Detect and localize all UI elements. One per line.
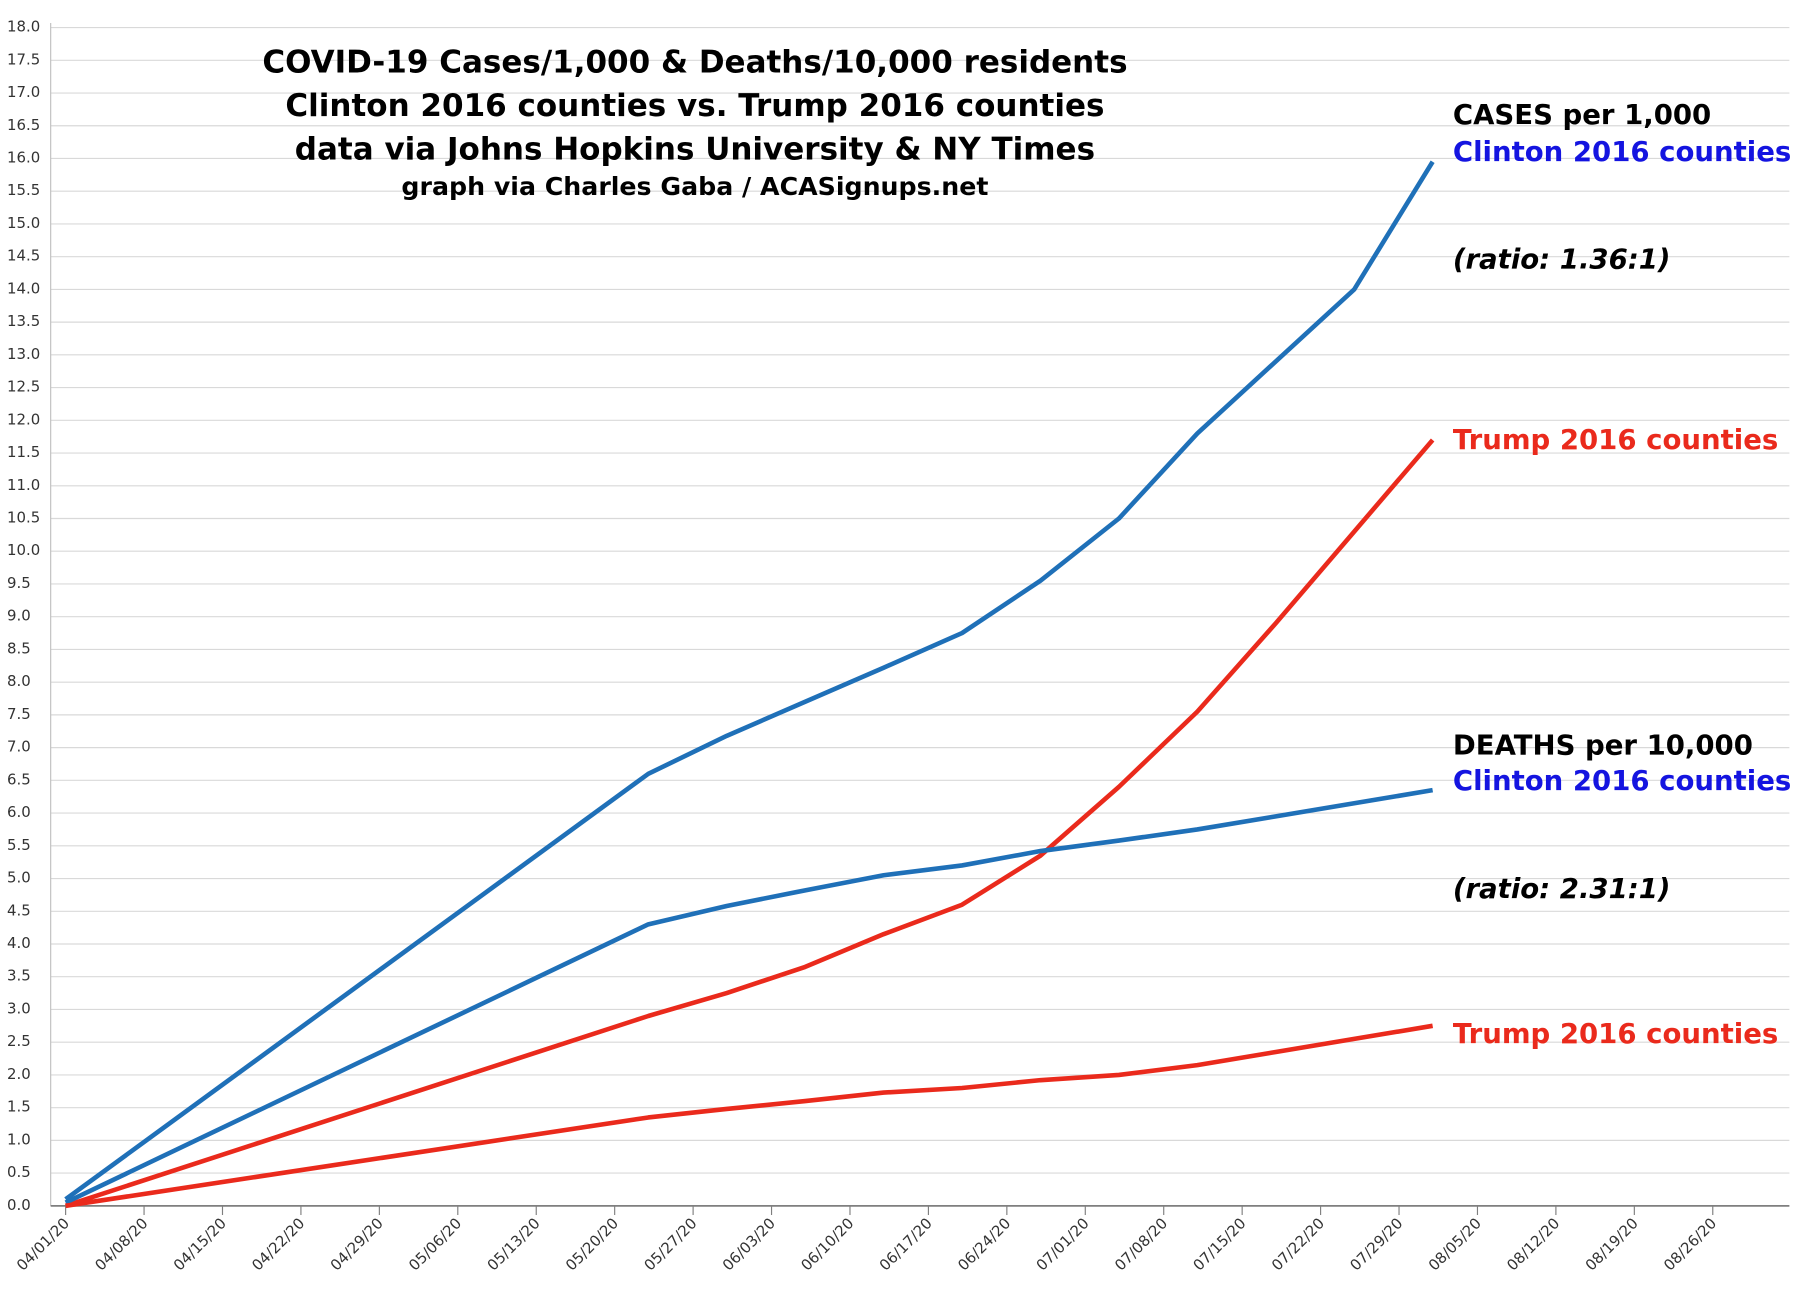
y-tick-label: 5.5: [7, 836, 31, 854]
y-tick-label: 8.0: [7, 672, 31, 690]
y-tick-label: 7.0: [7, 738, 31, 756]
y-tick-label: 6.0: [7, 803, 31, 821]
series-label: Clinton 2016 counties: [1453, 765, 1791, 797]
y-tick-label: 16.5: [7, 116, 40, 134]
x-tick-label: 08/05/20: [1425, 1214, 1485, 1274]
x-tick-label: 04/29/20: [327, 1214, 387, 1274]
x-tick-label: 08/26/20: [1660, 1214, 1720, 1274]
y-tick-label: 0.0: [7, 1196, 31, 1214]
chart-title: COVID-19 Cases/1,000 & Deaths/10,000 res…: [262, 44, 1127, 80]
x-tick-label: 07/29/20: [1346, 1214, 1406, 1274]
y-tick-label: 8.5: [7, 639, 31, 657]
x-tick-label: 04/15/20: [170, 1214, 230, 1274]
chart-title: Clinton 2016 counties vs. Trump 2016 cou…: [285, 88, 1104, 124]
series-label: Clinton 2016 counties: [1453, 136, 1791, 168]
y-tick-label: 9.0: [7, 607, 31, 625]
x-tick-label: 07/08/20: [1111, 1214, 1171, 1274]
x-tick-label: 04/08/20: [91, 1214, 151, 1274]
y-tick-label: 6.5: [7, 770, 31, 788]
lines: [64, 160, 1435, 1209]
y-tick-label: 13.5: [7, 312, 40, 330]
y-tick-label: 16.0: [7, 148, 40, 166]
y-tick-label: 12.5: [7, 378, 40, 396]
x-tick-label: 06/10/20: [797, 1214, 857, 1274]
x-tick-label: 07/01/20: [1033, 1214, 1093, 1274]
chart-title: data via Johns Hopkins University & NY T…: [295, 132, 1095, 168]
x-tick-label: 06/03/20: [719, 1214, 779, 1274]
series-label: Trump 2016 counties: [1453, 1018, 1778, 1050]
x-tick-label: 04/22/20: [248, 1214, 308, 1274]
y-tick-label: 11.0: [7, 476, 40, 494]
x-tick-label: 05/06/20: [405, 1214, 465, 1274]
y-tick-label: 13.0: [7, 345, 40, 363]
y-tick-label: 14.5: [7, 247, 40, 265]
y-tick-label: 4.0: [7, 934, 31, 952]
annotation: (ratio: 2.31:1): [1453, 873, 1671, 905]
x-tick-label: 05/13/20: [484, 1214, 544, 1274]
y-tick-label: 2.5: [7, 1032, 31, 1050]
y-tick-label: 17.5: [7, 50, 40, 68]
x-tick-label: 05/27/20: [640, 1214, 700, 1274]
annotation: (ratio: 1.36:1): [1453, 244, 1671, 276]
y-tick-label: 15.5: [7, 181, 40, 199]
y-tick-label: 7.5: [7, 705, 31, 723]
x-tick-label: 06/24/20: [954, 1214, 1014, 1274]
series-line: [64, 438, 1435, 1209]
x-tick-label: 06/17/20: [876, 1214, 936, 1274]
chart-subtitle: graph via Charles Gaba / ACASignups.net: [401, 172, 988, 201]
y-tick-label: 4.5: [7, 901, 31, 919]
ticks: 0.0 0.5 1.0 1.5 2.0 2.5 3.0 3.5 4.0 4.5 5.0 5.5 6.0 6…: [7, 18, 1720, 1275]
y-tick-label: 3.0: [7, 999, 31, 1017]
annotation: CASES per 1,000: [1453, 99, 1711, 131]
y-tick-label: 9.5: [7, 574, 31, 592]
x-tick-label: 04/01/20: [13, 1214, 73, 1274]
series-label: Trump 2016 counties: [1453, 424, 1778, 456]
series-line: [65, 1023, 1434, 1209]
x-tick-label: 07/22/20: [1268, 1214, 1328, 1274]
y-tick-label: 0.5: [7, 1163, 31, 1181]
y-tick-label: 17.0: [7, 83, 40, 101]
y-tick-label: 11.5: [7, 443, 40, 461]
y-tick-label: 1.0: [7, 1130, 31, 1148]
annotation: DEATHS per 10,000: [1453, 730, 1753, 762]
x-tick-label: 05/20/20: [562, 1214, 622, 1274]
x-tick-label: 08/19/20: [1582, 1214, 1642, 1274]
series-line: [64, 160, 1435, 1202]
y-tick-label: 3.5: [7, 967, 31, 985]
y-tick-label: 15.0: [7, 214, 40, 232]
series-line: [64, 787, 1434, 1205]
y-tick-label: 5.0: [7, 869, 31, 887]
y-tick-label: 18.0: [7, 18, 40, 36]
y-tick-label: 12.0: [7, 410, 40, 428]
y-tick-label: 10.0: [7, 541, 40, 559]
x-tick-label: 08/12/20: [1503, 1214, 1563, 1274]
y-tick-label: 14.0: [7, 279, 40, 297]
y-tick-label: 10.5: [7, 509, 40, 527]
y-tick-label: 1.5: [7, 1098, 31, 1116]
x-tick-label: 07/15/20: [1190, 1214, 1250, 1274]
y-tick-label: 2.0: [7, 1065, 31, 1083]
